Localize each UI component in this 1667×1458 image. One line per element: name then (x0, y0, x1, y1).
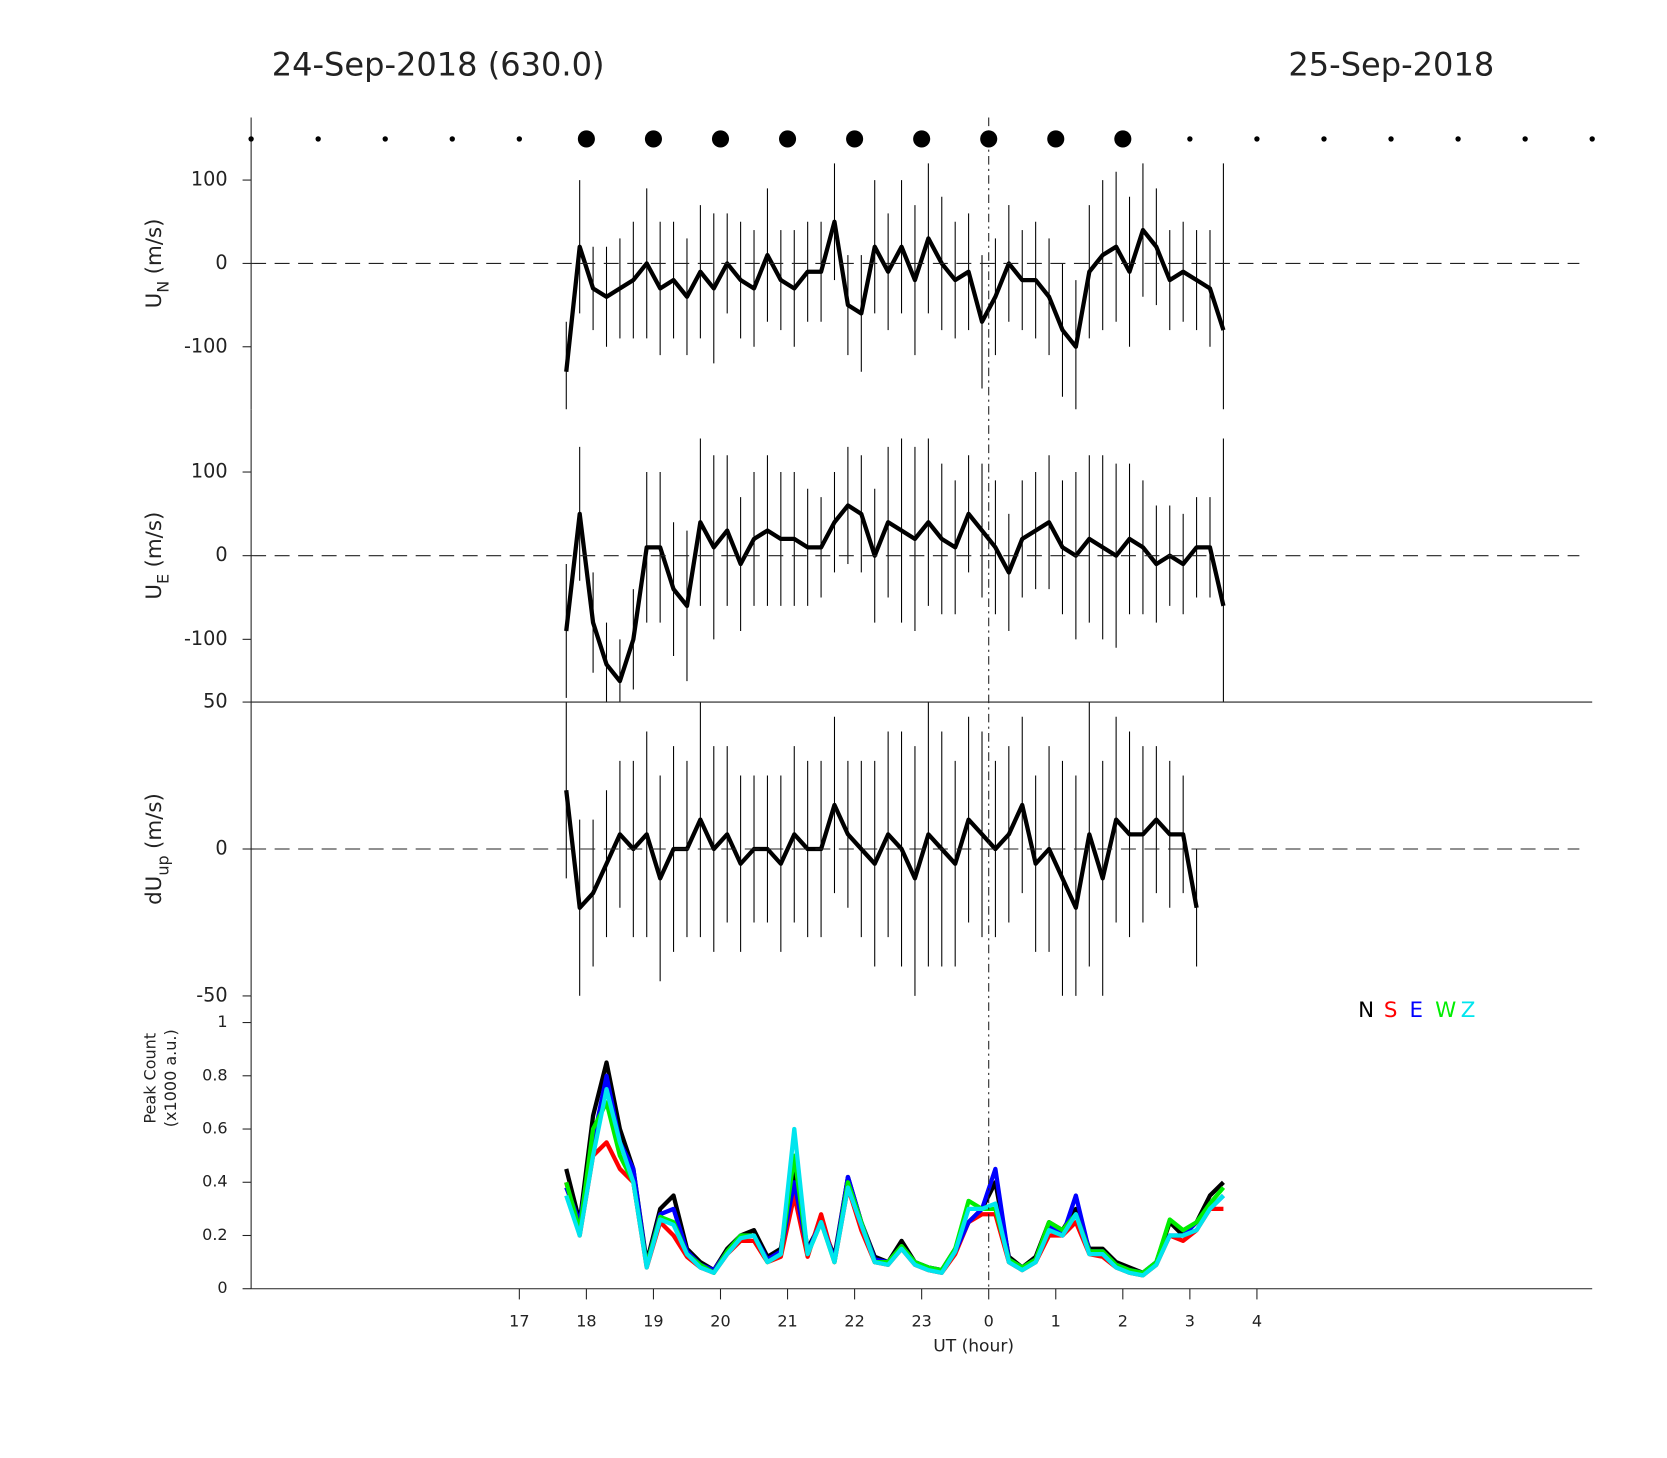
y-tick-label: 0.8 (202, 1065, 227, 1084)
data-line (564, 1060, 1225, 1275)
legend-entry: N (1358, 998, 1374, 1023)
data-line (564, 789, 1199, 910)
x-tick-label: 2 (1118, 1311, 1128, 1330)
small-dot (1455, 136, 1461, 142)
y-tick-label: 0 (215, 251, 227, 274)
y-label-main: U (142, 293, 167, 309)
y-tick-label: 0 (215, 543, 227, 566)
y-axis-label: UE (m/s) (142, 512, 172, 600)
y-label-sub: E (153, 574, 172, 584)
y-label-sub: up (153, 855, 172, 875)
plot-area (564, 163, 1226, 410)
y-tick-label: 1 (217, 1012, 227, 1031)
y-label-line: (x1000 a.u.) (160, 1029, 179, 1127)
large-dot (577, 130, 595, 148)
x-tick-label: 4 (1252, 1311, 1262, 1330)
data-line (564, 219, 1226, 372)
y-label-main: U (142, 584, 167, 600)
legend-entry: E (1409, 998, 1423, 1023)
x-tick-label: 20 (710, 1311, 730, 1330)
y-tick-label: -50 (196, 983, 227, 1006)
large-dot (779, 130, 797, 148)
y-label-unit: (m/s) (142, 793, 167, 849)
y-tick-label: 0.4 (202, 1172, 227, 1191)
y-label-unit: (m/s) (142, 512, 167, 568)
y-tick-label: 0.2 (202, 1225, 227, 1244)
large-dot (846, 130, 864, 148)
large-dot (980, 130, 998, 148)
small-dot (1522, 136, 1528, 142)
data-line (564, 1100, 1226, 1275)
legend-entry: Z (1461, 998, 1476, 1023)
x-axis-label: UT (hour) (933, 1336, 1014, 1356)
small-dot (1254, 136, 1260, 142)
y-label-sub: N (153, 281, 172, 293)
small-dot (1388, 136, 1394, 142)
large-dot (711, 130, 730, 148)
large-dot (1114, 130, 1132, 148)
y-label-unit: (m/s) (142, 218, 167, 274)
x-tick-label: 23 (911, 1311, 931, 1330)
plot-area (564, 702, 1199, 996)
small-dot (1321, 136, 1327, 142)
legend-entry: S (1384, 998, 1398, 1023)
data-line (564, 1073, 1225, 1275)
x-tick-label: 19 (643, 1311, 663, 1330)
x-tick-label: 17 (509, 1311, 529, 1330)
y-axis-label: dUup (m/s) (142, 793, 172, 905)
small-dot (248, 136, 254, 142)
data-line (564, 1086, 1225, 1278)
y-label-main: dU (142, 876, 167, 905)
large-dot (913, 130, 931, 148)
x-tick-label: 18 (576, 1311, 596, 1330)
x-tick-label: 3 (1185, 1311, 1195, 1330)
y-tick-label: 0 (215, 837, 227, 860)
small-dot (1187, 136, 1193, 142)
x-tick-label: 0 (984, 1311, 994, 1330)
y-axis-label: UN (m/s) (142, 218, 172, 308)
y-tick-label: 100 (191, 460, 228, 483)
small-dot (449, 136, 455, 142)
small-dot (382, 136, 388, 142)
y-tick-label: 0 (217, 1278, 227, 1297)
y-tick-label: 0.6 (202, 1119, 227, 1138)
small-dot (1589, 136, 1595, 142)
small-dot (516, 136, 523, 142)
legend-entry: W (1435, 998, 1456, 1023)
plot-area (564, 1060, 1226, 1278)
y-tick-label: 50 (203, 690, 227, 713)
x-tick-label: 1 (1051, 1311, 1061, 1330)
x-tick-label: 21 (777, 1311, 797, 1330)
large-dot (644, 130, 662, 148)
y-tick-label: -100 (184, 334, 228, 357)
title-left: 24-Sep-2018 (630.0) (272, 45, 605, 83)
y-axis-label: Peak Count(x1000 a.u.) (140, 1029, 179, 1127)
data-line (564, 503, 1226, 684)
y-tick-label: -100 (184, 627, 228, 650)
large-dot (1047, 130, 1065, 148)
title-right: 25-Sep-2018 (1288, 45, 1494, 83)
plot-area (564, 438, 1226, 703)
y-tick-label: 100 (191, 168, 228, 191)
y-label-line: Peak Count (140, 1033, 159, 1124)
x-tick-label: 22 (844, 1311, 864, 1330)
small-dot (315, 136, 321, 142)
